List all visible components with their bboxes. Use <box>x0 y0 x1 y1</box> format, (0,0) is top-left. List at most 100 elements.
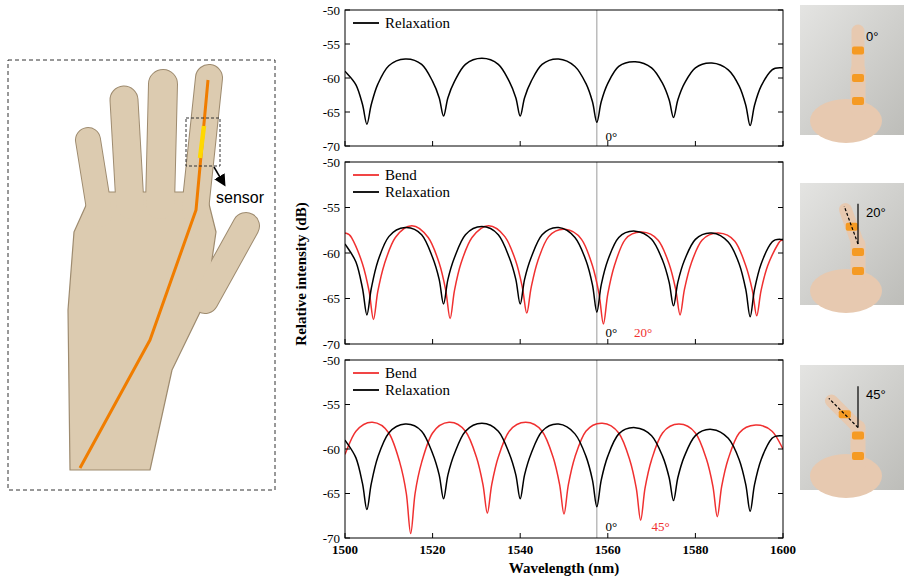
x-tick <box>432 141 433 146</box>
photo-sensor-tape <box>852 47 864 55</box>
hand-frame <box>8 60 275 490</box>
y-tick <box>345 538 350 539</box>
sensor-segment <box>200 126 204 158</box>
legend-label: Relaxation <box>385 184 450 200</box>
sensor-arrow <box>214 167 224 184</box>
photo: 45° <box>800 365 904 498</box>
spectrum-line <box>345 58 783 125</box>
photo-sensor-tape <box>839 410 851 418</box>
legend-label: Relaxation <box>385 382 450 398</box>
legend-swatch <box>353 22 379 24</box>
y-tick <box>345 112 350 113</box>
y-tick <box>778 162 783 163</box>
y-tick <box>345 10 350 11</box>
y-tick <box>778 298 783 299</box>
x-tick <box>695 339 696 344</box>
sensor-label: sensor <box>216 189 265 206</box>
x-tick <box>345 339 346 344</box>
legend: BendRelaxation <box>353 167 450 200</box>
plot-frame <box>345 10 783 146</box>
palm <box>68 192 216 470</box>
photo-finger <box>851 428 866 465</box>
photo-angle-line <box>829 398 858 427</box>
spectrum-line <box>345 422 783 533</box>
photo-hand <box>810 99 882 143</box>
y-tick <box>778 44 783 45</box>
y-tick-label: -70 <box>323 337 340 352</box>
y-tick <box>778 344 783 345</box>
x-axis-title: Wavelength (nm) <box>509 560 619 577</box>
x-tick <box>695 533 696 538</box>
photo-sensor-tape <box>852 452 864 460</box>
y-tick-label: -60 <box>323 442 340 457</box>
photo-sensor-tape <box>852 74 864 82</box>
x-tick <box>783 339 784 344</box>
plot-content <box>345 10 783 146</box>
photo-sensor-tape <box>846 223 858 231</box>
plot-area <box>345 360 783 538</box>
photo-sensor-tape <box>852 432 864 440</box>
reference-line <box>596 10 597 146</box>
x-tick <box>520 339 521 344</box>
legend: BendRelaxation <box>353 365 450 398</box>
plot-content <box>345 162 783 344</box>
y-tick-label: -60 <box>323 71 340 86</box>
annotation: 0° <box>606 129 618 144</box>
x-tick <box>520 141 521 146</box>
y-tick-label: -65 <box>323 486 340 501</box>
photo-finger <box>851 244 866 279</box>
x-tick <box>607 339 608 344</box>
finger <box>160 84 163 205</box>
legend-swatch <box>353 389 379 391</box>
sensor-box <box>186 118 220 166</box>
y-tick <box>778 449 783 450</box>
photo-angle-line <box>844 206 858 244</box>
legend-swatch <box>353 372 379 374</box>
y-tick-label: -65 <box>323 105 340 120</box>
reference-line <box>596 162 597 344</box>
y-tick <box>345 344 350 345</box>
finger-outline <box>88 140 100 215</box>
fiber <box>80 80 208 468</box>
y-tick <box>778 112 783 113</box>
annotation: 20° <box>634 325 652 340</box>
plot-frame <box>345 360 783 538</box>
y-tick <box>345 78 350 79</box>
plot-area <box>345 10 783 146</box>
y-tick <box>778 78 783 79</box>
finger-outline <box>160 84 163 205</box>
y-tick <box>345 146 350 147</box>
annotation: 0° <box>606 325 618 340</box>
x-tick <box>345 141 346 146</box>
y-tick <box>345 253 350 254</box>
photo: 20° <box>800 183 904 313</box>
y-tick-label: -55 <box>323 37 340 52</box>
y-tick <box>345 493 350 494</box>
legend-swatch <box>353 191 379 193</box>
photo: 0° <box>800 5 904 143</box>
figure: sensor -70 -65 -60 -55 -50 Relaxation 0° -70 -65 -… <box>0 0 909 581</box>
y-tick-label: -65 <box>323 291 340 306</box>
y-tick-label: -50 <box>323 353 340 368</box>
y-tick <box>345 207 350 208</box>
reference-line <box>596 360 597 538</box>
y-tick <box>345 360 350 361</box>
photo-reference-line <box>857 204 858 244</box>
finger <box>205 226 246 300</box>
y-tick <box>778 207 783 208</box>
finger <box>124 100 130 205</box>
y-tick-label: -70 <box>323 139 340 154</box>
y-axis-title: Relative intensity (dB) <box>293 202 310 345</box>
plot-frame <box>345 162 783 344</box>
panel: -70-65-60-55-50150015201540156015801600B… <box>323 353 796 558</box>
photo-hand <box>810 269 882 313</box>
x-tick <box>783 533 784 538</box>
y-tick-label: -55 <box>323 397 340 412</box>
x-tick <box>783 141 784 146</box>
finger <box>88 140 100 215</box>
photo-sensor-tape <box>852 267 864 275</box>
photo-angle-label: 20° <box>866 205 886 220</box>
y-tick-label: -60 <box>323 246 340 261</box>
legend-label: Relaxation <box>385 15 450 31</box>
y-tick <box>778 538 783 539</box>
